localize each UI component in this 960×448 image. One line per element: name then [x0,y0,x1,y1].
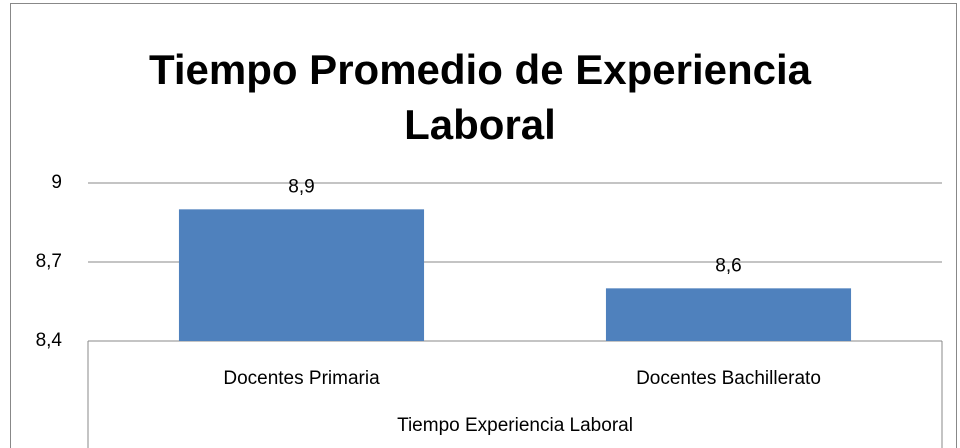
bar [178,209,425,341]
y-tick-label: 9 [51,172,62,193]
y-tick-label: 8,4 [36,330,63,351]
y-tick-label: 8,7 [36,251,62,272]
bar [605,288,852,341]
value-label: 8,9 [288,176,314,197]
x-tick-label: Docentes Primaria [223,368,380,389]
chart-title: Tiempo Promedio de Experiencia Laboral [149,46,812,148]
value-label: 8,6 [715,255,741,276]
x-tick-label: Docentes Bachillerato [636,368,821,389]
chart-border [10,3,957,448]
x-axis-label: Tiempo Experiencia Laboral [397,415,633,436]
